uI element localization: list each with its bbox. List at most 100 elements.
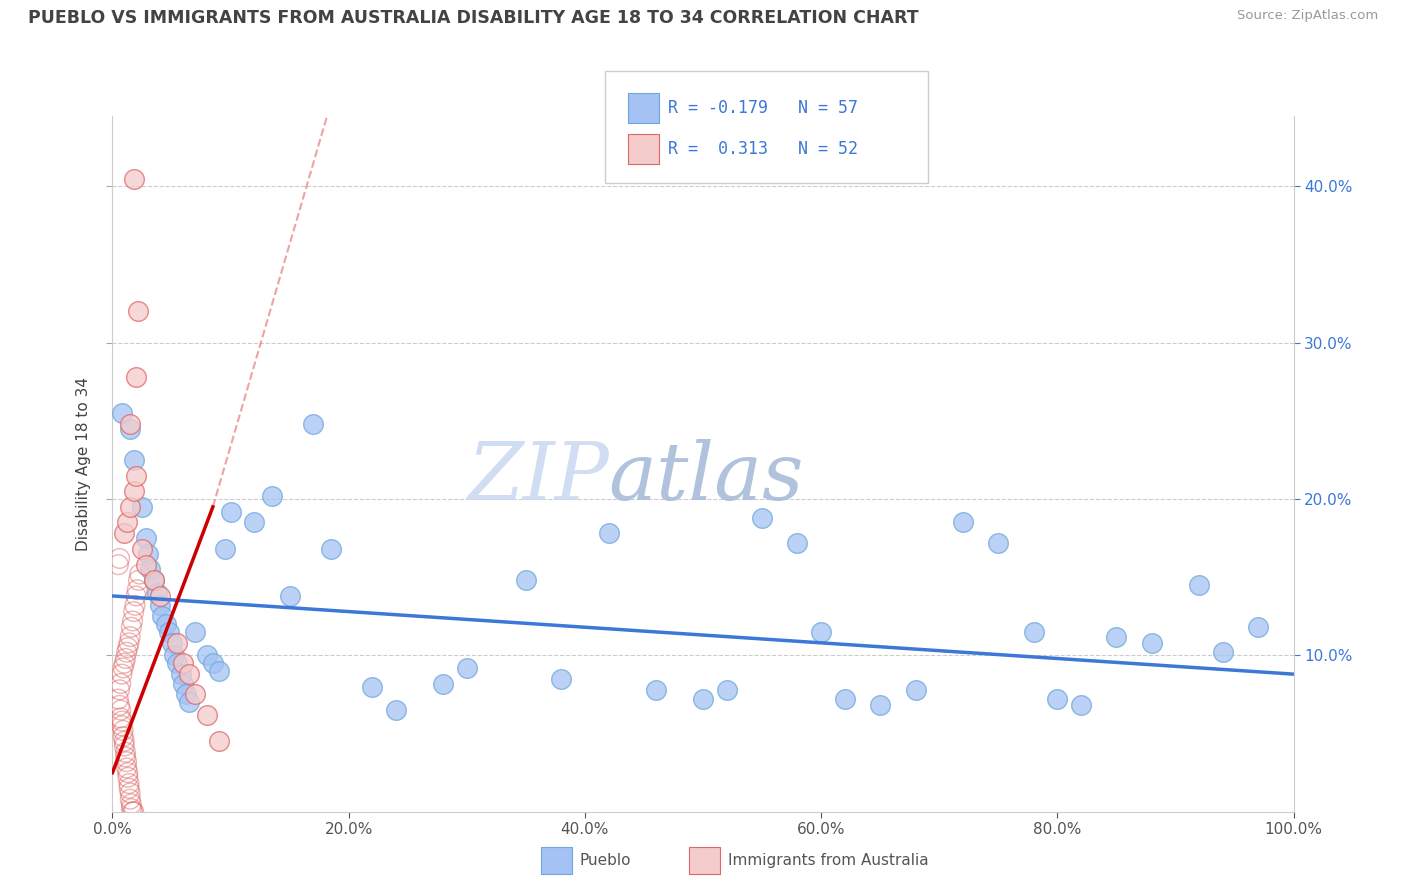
- Point: [114, 745, 136, 759]
- Point: [170, 667, 193, 681]
- Point: [598, 526, 620, 541]
- Point: [786, 536, 808, 550]
- Point: [1105, 630, 1128, 644]
- Point: [122, 171, 145, 186]
- Text: PUEBLO VS IMMIGRANTS FROM AUSTRALIA DISABILITY AGE 18 TO 34 CORRELATION CHART: PUEBLO VS IMMIGRANTS FROM AUSTRALIA DISA…: [28, 9, 918, 27]
- Point: [385, 703, 408, 717]
- Point: [112, 723, 135, 738]
- Point: [117, 640, 139, 655]
- Point: [163, 648, 186, 663]
- Point: [150, 609, 173, 624]
- Point: [131, 542, 153, 557]
- Point: [987, 536, 1010, 550]
- Point: [108, 682, 131, 697]
- Text: R = -0.179   N = 57: R = -0.179 N = 57: [668, 99, 858, 117]
- Point: [108, 551, 131, 566]
- Point: [146, 586, 169, 600]
- Point: [135, 531, 157, 545]
- Point: [111, 714, 134, 728]
- Point: [112, 526, 135, 541]
- Point: [111, 719, 134, 733]
- Point: [122, 453, 145, 467]
- Point: [112, 661, 135, 675]
- Point: [1070, 698, 1092, 713]
- Point: [142, 574, 165, 588]
- Y-axis label: Disability Age 18 to 34: Disability Age 18 to 34: [76, 376, 91, 551]
- Point: [112, 730, 135, 744]
- Point: [166, 636, 188, 650]
- Point: [120, 422, 142, 436]
- Point: [124, 599, 146, 613]
- Point: [112, 656, 135, 670]
- Point: [122, 484, 145, 499]
- Point: [114, 651, 136, 665]
- Point: [260, 489, 283, 503]
- Point: [135, 558, 157, 572]
- Point: [117, 765, 139, 780]
- Point: [302, 417, 325, 431]
- Point: [115, 516, 138, 530]
- Point: [172, 676, 194, 690]
- Point: [550, 672, 572, 686]
- Point: [121, 614, 143, 628]
- Point: [112, 734, 135, 748]
- Point: [125, 370, 148, 384]
- Point: [184, 624, 207, 639]
- Point: [128, 567, 150, 582]
- Point: [115, 755, 138, 769]
- Point: [110, 676, 132, 690]
- Point: [692, 692, 714, 706]
- Point: [120, 630, 142, 644]
- Point: [278, 589, 301, 603]
- Point: [195, 648, 218, 663]
- Point: [115, 761, 138, 775]
- Point: [120, 786, 142, 800]
- Text: Source: ZipAtlas.com: Source: ZipAtlas.com: [1237, 9, 1378, 22]
- Point: [644, 682, 666, 697]
- Point: [157, 624, 180, 639]
- Point: [120, 620, 142, 634]
- Point: [120, 797, 142, 811]
- Point: [120, 500, 142, 514]
- Point: [107, 558, 129, 572]
- Point: [122, 805, 145, 819]
- Point: [219, 504, 242, 518]
- Point: [195, 707, 218, 722]
- Point: [201, 656, 224, 670]
- Point: [172, 656, 194, 670]
- Point: [319, 542, 342, 557]
- Point: [127, 304, 149, 318]
- Point: [122, 605, 145, 619]
- Point: [179, 695, 201, 709]
- Point: [112, 739, 135, 753]
- Point: [125, 468, 148, 483]
- Text: R =  0.313   N = 52: R = 0.313 N = 52: [668, 140, 858, 158]
- Point: [120, 792, 142, 806]
- Point: [243, 516, 266, 530]
- Point: [160, 636, 183, 650]
- Point: [155, 617, 177, 632]
- Point: [214, 542, 236, 557]
- Point: [208, 664, 231, 678]
- Point: [361, 680, 384, 694]
- Point: [115, 645, 138, 659]
- Point: [111, 406, 134, 420]
- Text: atlas: atlas: [609, 439, 804, 516]
- Point: [110, 711, 132, 725]
- Point: [110, 703, 132, 717]
- Point: [751, 510, 773, 524]
- Text: Pueblo: Pueblo: [579, 854, 631, 868]
- Point: [118, 776, 141, 790]
- Point: [432, 676, 454, 690]
- Point: [114, 750, 136, 764]
- Point: [1188, 578, 1211, 592]
- Point: [108, 698, 131, 713]
- Point: [125, 589, 148, 603]
- Point: [174, 688, 197, 702]
- Point: [810, 624, 832, 639]
- Point: [149, 599, 172, 613]
- Point: [456, 661, 478, 675]
- Point: [118, 636, 141, 650]
- Point: [127, 582, 149, 597]
- Point: [208, 734, 231, 748]
